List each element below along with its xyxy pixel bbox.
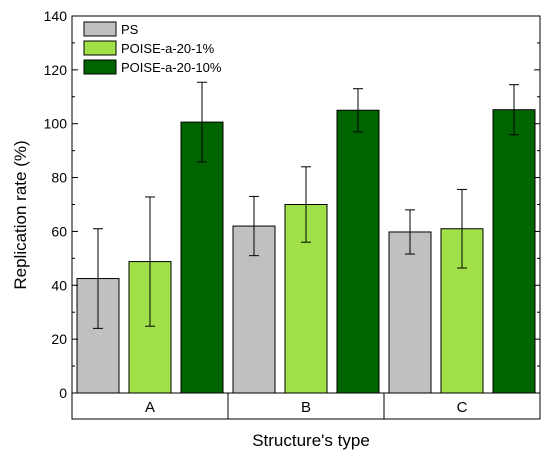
legend: PS POISE-a-20-1% POISE-a-20-10% — [83, 21, 222, 75]
bar — [492, 109, 536, 394]
y-tick-label: 100 — [44, 116, 68, 132]
legend-label: POISE-a-20-10% — [121, 60, 222, 75]
y-tick-label: 140 — [44, 8, 68, 24]
y-tick-label: 60 — [51, 223, 67, 239]
legend-swatch — [83, 59, 117, 75]
x-axis: A B C — [145, 393, 468, 419]
legend-label: POISE-a-20-1% — [121, 41, 215, 56]
bars-group — [76, 81, 536, 394]
legend-swatch — [83, 21, 117, 37]
x-axis-title: Structure's type — [252, 431, 370, 450]
y-tick-label: 0 — [59, 385, 67, 401]
bar — [180, 121, 224, 394]
x-category-label: C — [457, 399, 468, 416]
y-tick-label: 120 — [44, 62, 68, 78]
y-axis-title: Replication rate (%) — [11, 140, 30, 289]
y-tick-label: 40 — [51, 277, 67, 293]
y-axis: 0 20 40 60 80 100 120 140 — [44, 8, 540, 401]
legend-label: PS — [121, 22, 139, 37]
y-tick-label: 80 — [51, 170, 67, 186]
bar — [388, 231, 432, 394]
x-category-label: B — [301, 399, 311, 416]
x-category-label: A — [145, 399, 155, 416]
y-tick-label: 20 — [51, 331, 67, 347]
bar — [336, 109, 380, 394]
legend-swatch — [83, 40, 117, 56]
